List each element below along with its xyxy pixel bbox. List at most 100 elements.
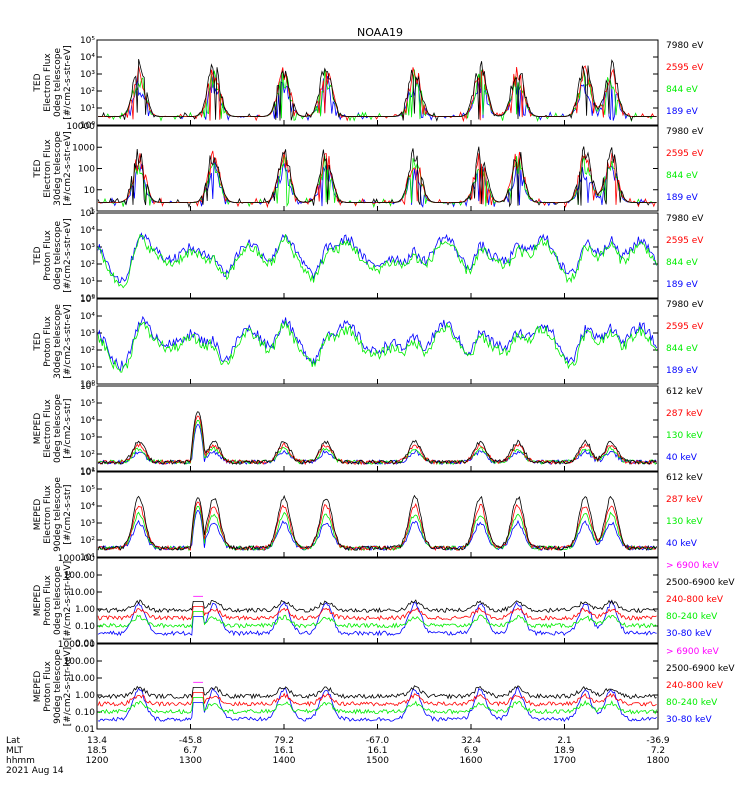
panel-frame: [96, 39, 659, 126]
y-tick-label: 10¹: [80, 277, 95, 287]
series-trace-red: [97, 692, 657, 707]
x-row-label: 2021 Aug 14: [6, 766, 64, 776]
y-tick-label: 100: [78, 165, 95, 175]
x-tick-label-mlt: 18.9: [554, 746, 574, 756]
y-tick-label: 10⁴: [80, 416, 95, 426]
legend-entry: 2595 eV: [666, 236, 704, 246]
x-tick-label-lat: 79.2: [274, 736, 294, 746]
legend-entry: 240-800 keV: [666, 681, 724, 691]
y-tick-label: 10²: [80, 536, 95, 546]
legend-entry: 80-240 keV: [666, 698, 718, 708]
series-trace-blue: [97, 315, 657, 372]
y-tick-label: 0.01: [75, 639, 95, 649]
panel-8: 0.01 0.10 1.00 10.00 100.00 1000.00 MEPED Proto…: [33, 640, 735, 735]
series-trace-blue: [98, 75, 657, 122]
panel-frame: [96, 557, 659, 644]
series-trace-blue: [97, 424, 657, 466]
series-trace-green: [97, 320, 657, 373]
panel-1: 10⁰ 10¹ 10² 10³ 10⁴ 10⁵ TED Electron Flux 0deg t…: [33, 36, 704, 131]
y-axis-label: MEPED: [33, 499, 43, 531]
y-tick-label: 10⁶: [80, 468, 95, 478]
series-trace-green: [98, 69, 657, 123]
x-tick-label-lat: -36.9: [646, 736, 670, 746]
y-tick-label: 10.00: [69, 588, 95, 598]
y-tick-label: 10⁰: [80, 380, 95, 390]
y-tick-label: 1: [89, 207, 95, 217]
legend-entry: 7980 eV: [666, 300, 704, 310]
panel-2: 1 10 100 1000 10000 TED Electron Flux 30deg tel…: [33, 122, 704, 217]
legend-entry: 7980 eV: [666, 41, 704, 51]
y-axis-label: TED: [33, 246, 43, 265]
y-tick-label: 10⁶: [80, 382, 95, 392]
legend-entry: 612 keV: [666, 387, 703, 397]
y-tick-label: 10⁵: [80, 295, 95, 305]
y-axis-label: TED: [33, 332, 43, 351]
y-tick-label: 100.00: [64, 571, 96, 581]
y-axis-label: 0deg telescope: [53, 221, 63, 291]
y-tick-label: 10²: [80, 450, 95, 460]
y-axis-label: Electron Flux: [43, 399, 53, 458]
panel-frame: [96, 298, 659, 385]
x-tick-label-time: 1800: [647, 756, 670, 766]
legend-entry: 844 eV: [666, 171, 699, 181]
y-tick-label: 10⁴: [80, 502, 95, 512]
y-tick-label: 1000.00: [58, 640, 95, 650]
legend-entry: 189 eV: [666, 107, 699, 117]
legend-entry: 844 eV: [666, 344, 699, 354]
y-axis-label: TED: [33, 159, 43, 178]
x-row-label: MLT: [6, 746, 24, 756]
y-axis-label: Proton Flux: [43, 230, 53, 281]
series-trace-green: [98, 153, 657, 208]
y-axis-label: 90deg telescope: [53, 649, 63, 724]
legend-entry: 2595 eV: [666, 322, 704, 332]
y-axis-label: 0deg telescope: [53, 48, 63, 118]
y-tick-label: 1000.00: [58, 554, 95, 564]
legend-entry: 189 eV: [666, 280, 699, 290]
x-tick-label-time: 1600: [460, 756, 483, 766]
x-tick-label-lat: 13.4: [87, 736, 107, 746]
y-tick-label: 10: [84, 186, 96, 196]
x-tick-label-mlt: 16.1: [367, 746, 387, 756]
x-row-label: hhmm: [6, 756, 35, 766]
y-tick-label: 0.10: [75, 622, 95, 632]
y-axis-label: Electron Flux: [43, 485, 53, 544]
y-tick-label: 10⁵: [80, 399, 95, 409]
y-tick-label: 10000: [66, 122, 95, 132]
series-trace-red: [97, 501, 657, 552]
y-axis-label: Electron Flux: [43, 139, 53, 198]
legend-entry: 30-80 keV: [666, 715, 712, 725]
y-axis-label: 30deg telescope: [53, 304, 63, 379]
legend-entry: 7980 eV: [666, 127, 704, 137]
y-axis-label: MEPED: [33, 413, 43, 445]
y-tick-label: 10¹: [80, 104, 95, 114]
legend-entry: 2595 eV: [666, 63, 704, 73]
x-tick-label-time: 1300: [179, 756, 202, 766]
x-tick-label-lat: -45.8: [179, 736, 203, 746]
y-axis-label: 30deg telescope: [53, 131, 63, 206]
panel-frame: [96, 643, 659, 730]
y-axis-label: MEPED: [33, 671, 43, 703]
legend-entry: 189 eV: [666, 193, 699, 203]
legend-entry: > 6900 keV: [666, 647, 720, 657]
series-trace-green: [97, 505, 657, 552]
legend-entry: 7980 eV: [666, 214, 704, 224]
y-tick-label: 10⁴: [80, 312, 95, 322]
legend-entry: 2595 eV: [666, 149, 704, 159]
legend-entry: 130 keV: [666, 517, 703, 527]
series-trace-red: [97, 606, 657, 621]
series-trace-green: [97, 611, 657, 630]
series-trace-black: [97, 494, 657, 552]
y-axis-label: TED: [33, 73, 43, 92]
legend-entry: 240-800 keV: [666, 595, 724, 605]
legend-entry: 287 keV: [666, 495, 703, 505]
series-trace-black: [97, 411, 657, 466]
y-tick-label: 10⁵: [80, 36, 95, 46]
series-trace-green: [97, 233, 657, 289]
y-axis-label: [#/cm2-s-str]: [63, 484, 73, 544]
y-axis-label: [#/cm2-s-str-eV]: [63, 45, 73, 120]
y-axis-label: 0deg telescope: [53, 566, 63, 636]
y-tick-label: 1.00: [75, 605, 95, 615]
panel-6: 10¹ 10² 10³ 10⁴ 10⁵ 10⁶ MEPED Electron Flux 90de…: [33, 468, 703, 563]
x-tick-label-mlt: 6.7: [183, 746, 197, 756]
legend-entry: 287 keV: [666, 409, 703, 419]
